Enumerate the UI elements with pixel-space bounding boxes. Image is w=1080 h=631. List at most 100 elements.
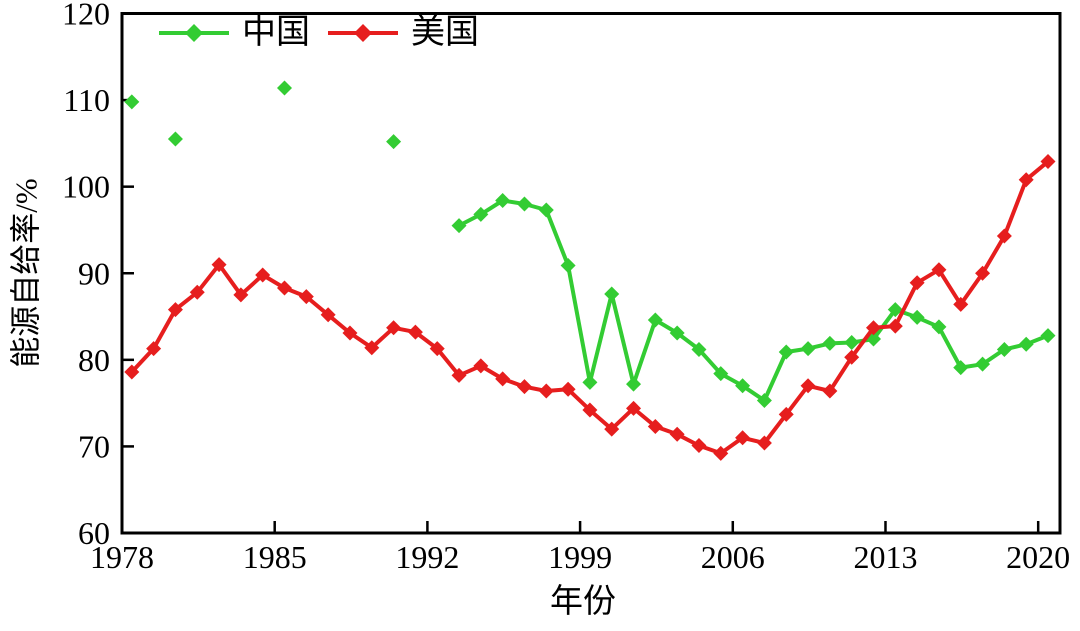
data-point-美国-2000 bbox=[604, 421, 620, 437]
data-point-中国-1999 bbox=[582, 374, 598, 390]
data-point-美国-1980 bbox=[167, 302, 183, 318]
data-point-中国-2020 bbox=[1040, 328, 1056, 344]
data-point-中国-2019 bbox=[1018, 336, 1034, 352]
data-point-中国-2015 bbox=[931, 319, 947, 335]
data-point-中国-2017 bbox=[975, 356, 991, 372]
data-point-中国-1985 bbox=[277, 80, 293, 96]
series-markers-中国 bbox=[124, 80, 1056, 409]
series-中国 bbox=[124, 80, 1056, 409]
data-point-中国-2006 bbox=[735, 378, 751, 394]
data-point-美国-2012 bbox=[865, 320, 881, 336]
data-point-中国-2014 bbox=[909, 309, 925, 325]
data-point-美国-2003 bbox=[669, 426, 685, 442]
legend: 中国 美国 bbox=[157, 16, 479, 50]
data-point-中国-1998 bbox=[560, 257, 576, 273]
data-point-美国-2010 bbox=[822, 383, 838, 399]
data-point-美国-1988 bbox=[342, 325, 358, 341]
data-point-美国-2014 bbox=[909, 275, 925, 291]
data-point-中国-2004 bbox=[691, 341, 707, 357]
data-point-美国-1985 bbox=[277, 280, 293, 296]
data-point-中国-1994 bbox=[473, 206, 489, 222]
data-point-中国-2008 bbox=[778, 344, 794, 360]
plot-frame bbox=[120, 12, 1062, 535]
y-tick-label-80: 80 bbox=[78, 342, 110, 378]
data-point-美国-2018 bbox=[996, 228, 1012, 244]
series-美国 bbox=[124, 154, 1056, 461]
data-point-美国-1996 bbox=[516, 379, 532, 395]
x-tick-label-1978: 1978 bbox=[90, 539, 154, 575]
data-point-美国-1979 bbox=[146, 341, 162, 357]
data-point-中国-2007 bbox=[756, 393, 772, 409]
data-point-美国-1998 bbox=[560, 381, 576, 397]
data-point-中国-1996 bbox=[516, 196, 532, 212]
data-point-美国-1997 bbox=[538, 383, 554, 399]
x-tick-label-1985: 1985 bbox=[243, 539, 307, 575]
data-point-美国-1984 bbox=[255, 267, 271, 283]
data-point-美国-1991 bbox=[407, 324, 423, 340]
data-point-美国-2015 bbox=[931, 262, 947, 278]
data-point-美国-2013 bbox=[887, 318, 903, 334]
data-point-美国-1987 bbox=[320, 307, 336, 323]
data-point-美国-1982 bbox=[211, 257, 227, 273]
y-tick-label-100: 100 bbox=[62, 169, 110, 205]
data-point-美国-1994 bbox=[473, 358, 489, 374]
data-point-中国-2010 bbox=[822, 335, 838, 351]
data-point-中国-2002 bbox=[647, 312, 663, 328]
data-point-美国-1981 bbox=[189, 284, 205, 300]
legend-item-usa: 美国 bbox=[326, 16, 479, 50]
x-tick-label-1992: 1992 bbox=[395, 539, 459, 575]
data-point-美国-2007 bbox=[756, 435, 772, 451]
x-tick-label-2020: 2020 bbox=[1006, 539, 1070, 575]
legend-label-usa: 美国 bbox=[411, 14, 479, 51]
x-tick-label-2013: 2013 bbox=[853, 539, 917, 575]
series-markers-美国 bbox=[124, 154, 1056, 461]
data-point-美国-2011 bbox=[844, 349, 860, 365]
data-point-美国-1983 bbox=[233, 287, 249, 303]
data-point-中国-2009 bbox=[800, 341, 816, 357]
data-point-中国-2003 bbox=[669, 325, 685, 341]
y-tick-label-70: 70 bbox=[78, 428, 110, 464]
y-axis: 60 70 80 90 100 110 120 bbox=[62, 0, 134, 551]
x-tick-label-2006: 2006 bbox=[701, 539, 765, 575]
data-point-中国-2011 bbox=[844, 335, 860, 351]
legend-item-china: 中国 bbox=[157, 16, 310, 50]
legend-swatch-usa-icon bbox=[328, 24, 398, 42]
data-point-美国-2001 bbox=[626, 400, 642, 416]
data-point-美国-1992 bbox=[429, 341, 445, 357]
data-point-美国-2008 bbox=[778, 406, 794, 422]
data-point-中国-1978 bbox=[124, 94, 140, 110]
data-point-美国-2006 bbox=[735, 430, 751, 446]
data-point-美国-2016 bbox=[953, 296, 969, 312]
legend-label-china: 中国 bbox=[242, 14, 310, 51]
y-axis-title: 能源自给率/% bbox=[8, 178, 44, 368]
data-point-中国-1995 bbox=[495, 193, 511, 209]
data-point-美国-1999 bbox=[582, 402, 598, 418]
data-point-美国-1986 bbox=[298, 289, 314, 305]
x-axis: 1978 1985 1992 1999 2006 2013 2020 bbox=[90, 521, 1070, 575]
x-tick-label-1999: 1999 bbox=[548, 539, 612, 575]
y-tick-label-60: 60 bbox=[78, 515, 110, 551]
data-point-美国-1989 bbox=[364, 340, 380, 356]
data-point-美国-1995 bbox=[495, 371, 511, 387]
data-point-中国-2016 bbox=[953, 360, 969, 376]
data-point-中国-1990 bbox=[386, 134, 402, 150]
data-point-中国-2018 bbox=[996, 341, 1012, 357]
data-point-美国-2002 bbox=[647, 419, 663, 435]
data-point-中国-2001 bbox=[626, 376, 642, 392]
data-point-美国-2019 bbox=[1018, 172, 1034, 188]
data-point-中国-2013 bbox=[887, 302, 903, 318]
data-point-美国-2004 bbox=[691, 438, 707, 454]
data-point-美国-2005 bbox=[713, 445, 729, 461]
data-point-中国-1993 bbox=[451, 218, 467, 234]
y-tick-label-90: 90 bbox=[78, 255, 110, 291]
x-axis-title: 年份 bbox=[550, 584, 616, 620]
data-point-美国-1990 bbox=[386, 320, 402, 336]
data-point-中国-2005 bbox=[713, 366, 729, 382]
y-tick-label-110: 110 bbox=[63, 82, 110, 118]
legend-swatch-china-icon bbox=[159, 24, 229, 42]
data-point-中国-2000 bbox=[604, 286, 620, 302]
data-point-美国-2020 bbox=[1040, 154, 1056, 170]
data-point-美国-2009 bbox=[800, 378, 816, 394]
